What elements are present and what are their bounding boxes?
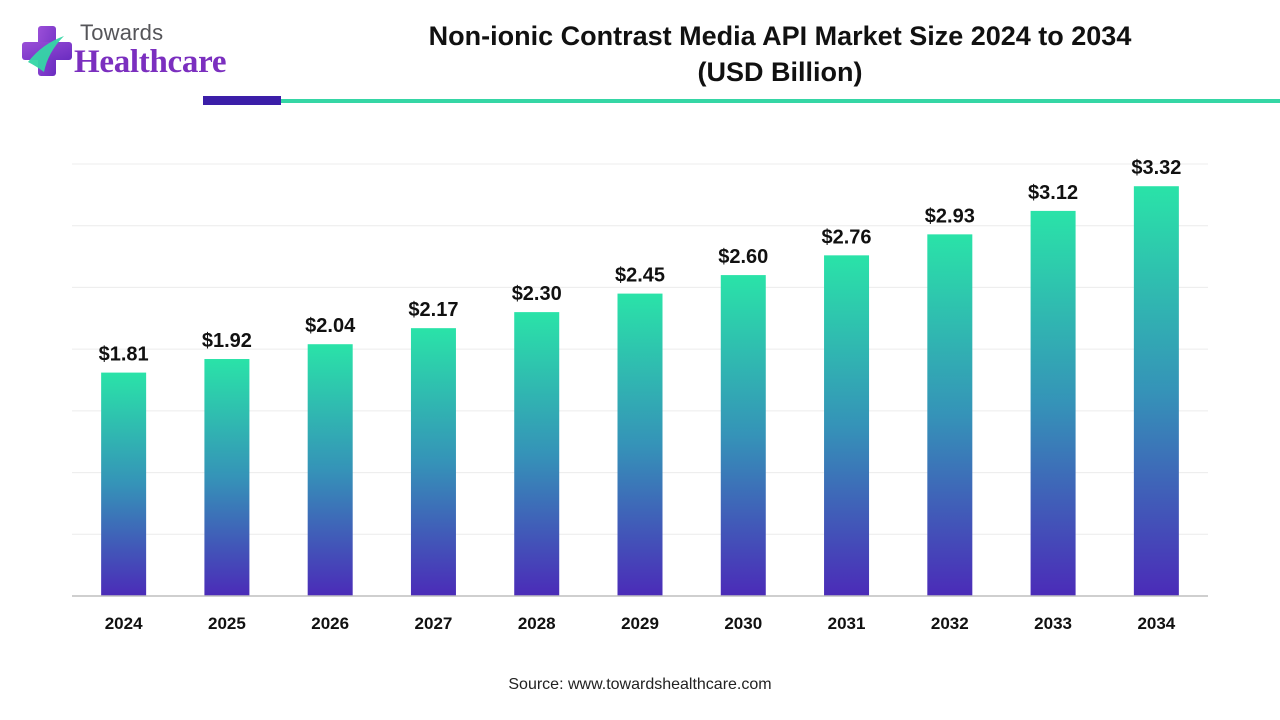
x-tick-label-2031: 2031 (828, 614, 866, 633)
bar-2030 (720, 275, 766, 596)
x-tick-label-2025: 2025 (208, 614, 246, 633)
x-tick-label-2027: 2027 (415, 614, 453, 633)
value-label-2028: $2.30 (512, 283, 562, 305)
value-labels: $1.81 $1.92 $2.04 $2.17 $2.30 $2.45 $2.60 $2.76… (99, 157, 1182, 365)
bar-2032 (927, 234, 973, 596)
chart-title-line2: (USD Billion) (697, 57, 863, 87)
value-label-2026: $2.04 (305, 315, 356, 337)
x-tick-label-2030: 2030 (724, 614, 762, 633)
bar-2029 (617, 293, 663, 596)
header-rule-green (281, 99, 1280, 103)
value-label-2029: $2.45 (615, 265, 665, 287)
header-rule-dark (203, 96, 281, 105)
value-label-2033: $3.12 (1028, 182, 1078, 204)
chart-title: Non-ionic Contrast Media API Market Size… (280, 18, 1280, 90)
bar-2024 (101, 372, 147, 596)
value-label-2024: $1.81 (99, 344, 149, 366)
logo-towards-text: Towards (80, 20, 164, 45)
bar-2027 (410, 328, 456, 596)
bar-2026 (307, 344, 353, 596)
bar-2025 (204, 359, 250, 596)
bar-2033 (1030, 210, 1076, 596)
bars (101, 186, 1179, 596)
value-label-2027: $2.17 (408, 299, 458, 321)
value-label-2031: $2.76 (822, 226, 872, 248)
logo-healthcare-text: Healthcare (74, 44, 227, 80)
x-tick-label-2024: 2024 (105, 614, 143, 633)
bar-2028 (514, 312, 560, 596)
source-note: Source: www.towardshealthcare.com (508, 676, 772, 693)
value-label-2030: $2.60 (718, 246, 768, 268)
bar-2034 (1133, 186, 1179, 596)
value-label-2025: $1.92 (202, 330, 252, 352)
bar-2031 (824, 255, 870, 596)
value-label-2034: $3.32 (1131, 157, 1181, 179)
x-tick-label-2032: 2032 (931, 614, 969, 633)
value-label-2032: $2.93 (925, 205, 975, 227)
chart-title-line1: Non-ionic Contrast Media API Market Size… (428, 21, 1132, 51)
healthcare-cross-logo-icon (22, 26, 72, 76)
x-tick-label-2029: 2029 (621, 614, 659, 633)
towards-healthcare-logo: Towards Healthcare (18, 18, 248, 88)
x-tick-label-2034: 2034 (1137, 614, 1175, 633)
x-tick-label-2026: 2026 (311, 614, 349, 633)
x-tick-label-2028: 2028 (518, 614, 556, 633)
x-axis-ticks: 2024 2025 2026 2027 2028 2029 2030 2031 2032 2033… (105, 614, 1176, 633)
x-tick-label-2033: 2033 (1034, 614, 1072, 633)
